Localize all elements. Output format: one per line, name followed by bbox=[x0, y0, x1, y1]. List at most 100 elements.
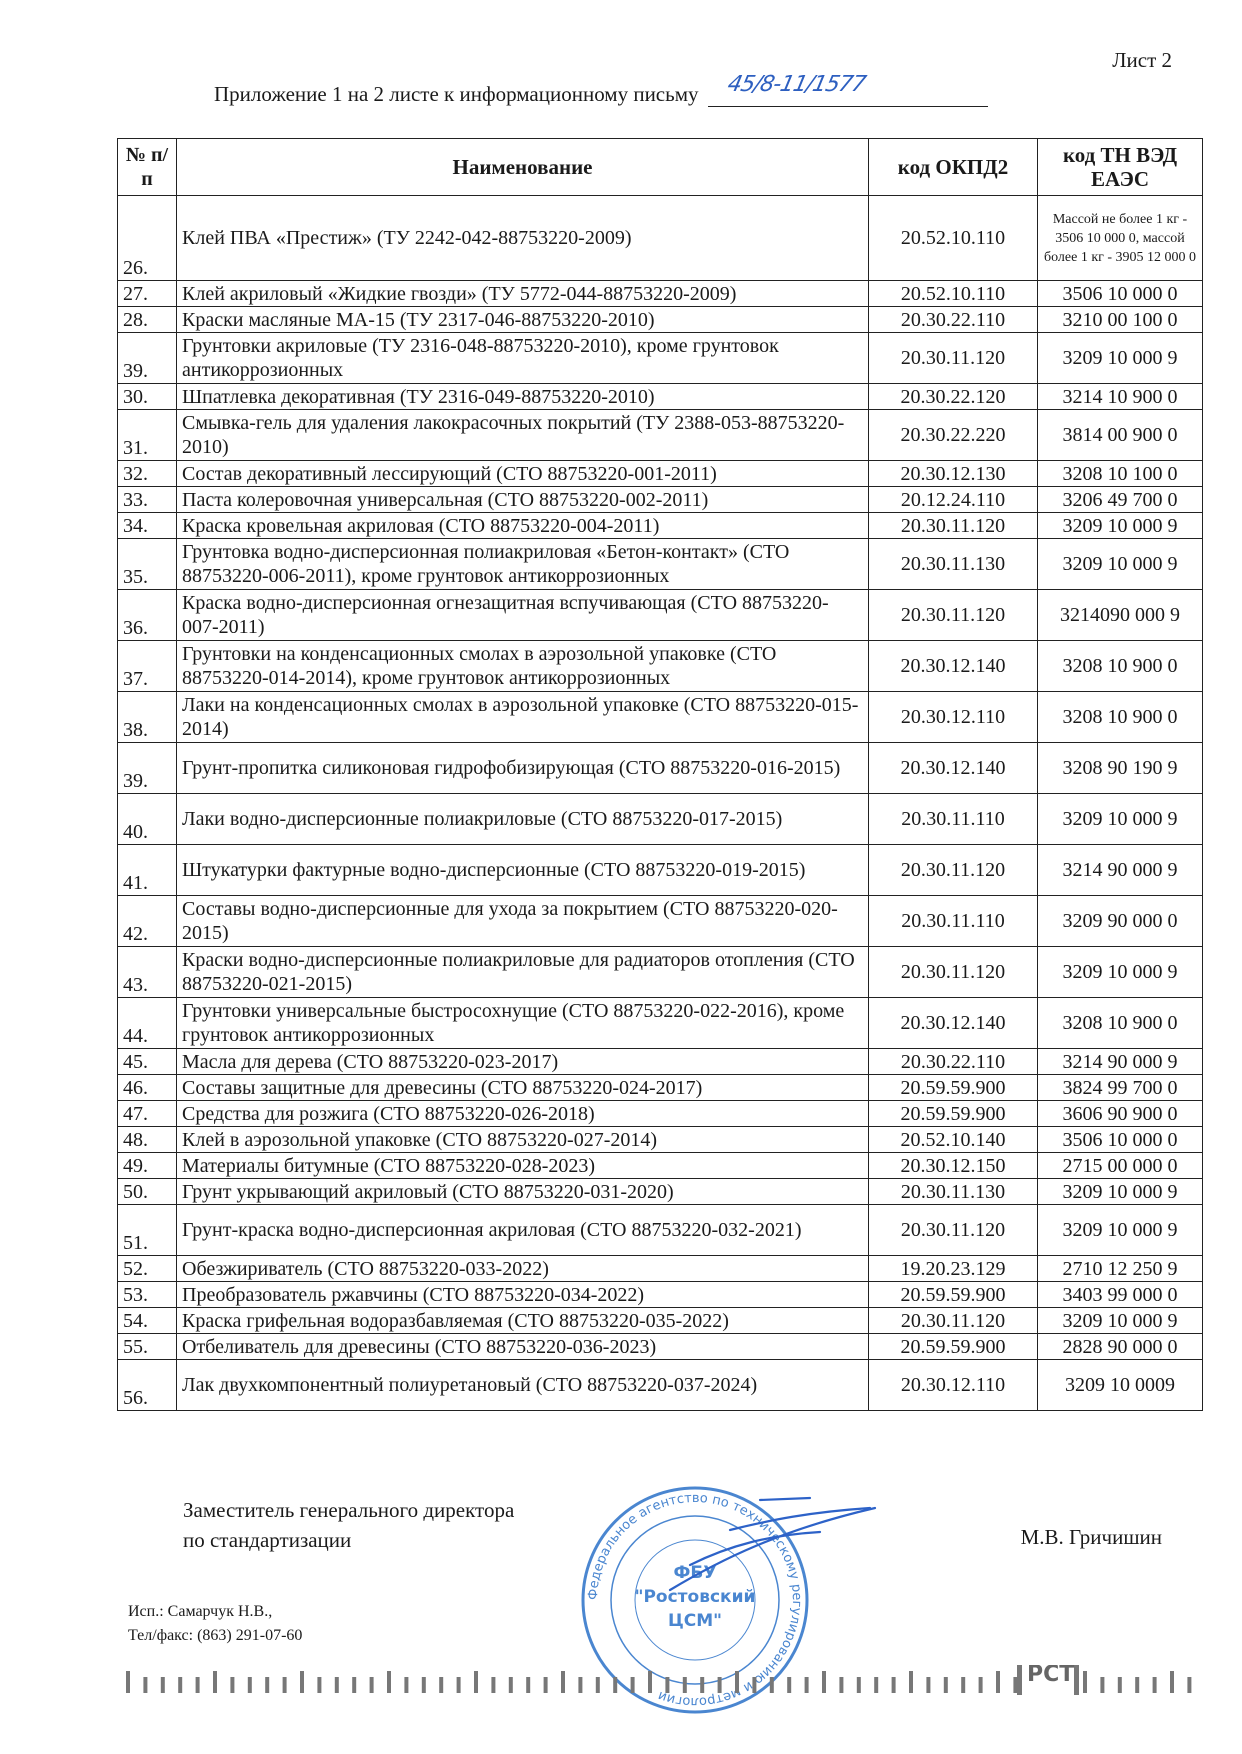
tnved-code: 3210 00 100 0 bbox=[1037, 306, 1203, 333]
product-name: Грунтовка водно-дисперсионная полиакрило… bbox=[176, 538, 869, 590]
tnved-code: 3208 10 900 0 bbox=[1037, 691, 1203, 743]
okpd2-code: 20.59.59.900 bbox=[868, 1281, 1038, 1308]
table-header-row: № п/п Наименование код ОКПД2 код ТН ВЭД … bbox=[117, 138, 1203, 196]
tnved-code: 3208 90 190 9 bbox=[1037, 742, 1203, 794]
products-table: № п/п Наименование код ОКПД2 код ТН ВЭД … bbox=[117, 138, 1203, 1411]
okpd2-code: 20.30.11.120 bbox=[868, 1307, 1038, 1334]
row-number: 33. bbox=[117, 486, 177, 513]
product-name: Клей ПВА «Престиж» (ТУ 2242-042-88753220… bbox=[176, 195, 869, 281]
tnved-code: 3403 99 000 0 bbox=[1037, 1281, 1203, 1308]
ruler-tick bbox=[856, 1677, 861, 1693]
table-row: 27. Клей акриловый «Жидкие гвозди» (ТУ 57… bbox=[117, 280, 1203, 307]
ruler-tick bbox=[804, 1677, 809, 1693]
row-number: 55. bbox=[117, 1333, 177, 1360]
ruler-tick bbox=[561, 1671, 565, 1693]
row-number: 49. bbox=[117, 1152, 177, 1179]
tnved-code: 3209 10 000 9 bbox=[1037, 332, 1203, 384]
okpd2-code: 20.30.12.110 bbox=[868, 691, 1038, 743]
ruler-tick bbox=[178, 1677, 183, 1693]
table-row: 36. Краска водно-дисперсионная огнезащитн… bbox=[117, 589, 1203, 641]
row-number: 28. bbox=[117, 306, 177, 333]
ruler-tick bbox=[352, 1677, 357, 1693]
ruler-tick bbox=[717, 1677, 722, 1693]
ruler-tick bbox=[752, 1677, 757, 1693]
ruler-tick bbox=[126, 1671, 130, 1693]
row-number: 30. bbox=[117, 383, 177, 410]
okpd2-code: 20.30.12.140 bbox=[868, 640, 1038, 692]
table-row: 32. Состав декоративный лессирующий (СТО … bbox=[117, 460, 1203, 487]
executor-name: Исп.: Самарчук Н.В., bbox=[128, 1603, 273, 1620]
product-name: Штукатурки фактурные водно-дисперсионные… bbox=[176, 844, 869, 896]
product-name: Грунт-краска водно-дисперсионная акрилов… bbox=[176, 1204, 869, 1256]
ruler-tick bbox=[282, 1677, 287, 1693]
okpd2-code: 20.59.59.900 bbox=[868, 1074, 1038, 1101]
okpd2-code: 20.30.11.110 bbox=[868, 793, 1038, 845]
okpd2-code: 20.30.11.120 bbox=[868, 332, 1038, 384]
tnved-code: 3214 90 000 9 bbox=[1037, 1048, 1203, 1075]
ruler-tick bbox=[491, 1677, 496, 1693]
row-number: 50. bbox=[117, 1178, 177, 1205]
table-row: 39. Грунтовки акриловые (ТУ 2316-048-8875… bbox=[117, 332, 1203, 384]
table-row: 53. Преобразователь ржавчины (СТО 8875322… bbox=[117, 1281, 1203, 1308]
tnved-code: 3206 49 700 0 bbox=[1037, 486, 1203, 513]
ruler-tick bbox=[595, 1677, 600, 1693]
table-row: 44. Грунтовки универсальные быстросохнущи… bbox=[117, 997, 1203, 1049]
row-number: 45. bbox=[117, 1048, 177, 1075]
footer-ruler-bar: РСТ bbox=[126, 1665, 1192, 1695]
tnved-code: 2710 12 250 9 bbox=[1037, 1255, 1203, 1282]
product-name: Грунтовки акриловые (ТУ 2316-048-8875322… bbox=[176, 332, 869, 384]
ruler-tick bbox=[648, 1671, 652, 1693]
product-name: Клей акриловый «Жидкие гвозди» (ТУ 5772-… bbox=[176, 280, 869, 307]
tnved-code: 3824 99 700 0 bbox=[1037, 1074, 1203, 1101]
okpd2-code: 20.12.24.110 bbox=[868, 486, 1038, 513]
official-stamp: Федеральное агентство по техническому ре… bbox=[581, 1486, 809, 1714]
ruler-tick bbox=[456, 1677, 461, 1693]
okpd2-code: 20.30.22.110 bbox=[868, 306, 1038, 333]
okpd2-code: 20.30.22.120 bbox=[868, 383, 1038, 410]
product-name: Клей в аэрозольной упаковке (СТО 8875322… bbox=[176, 1126, 869, 1153]
table-row: 33. Паста колеровочная универсальная (СТО… bbox=[117, 486, 1203, 513]
tnved-code: 3214090 000 9 bbox=[1037, 589, 1203, 641]
ruler-tick bbox=[1135, 1677, 1140, 1693]
table-row: 56. Лак двухкомпонентный полиуретановый (… bbox=[117, 1359, 1203, 1411]
table-row: 54. Краска грифельная водоразбавляемая (С… bbox=[117, 1307, 1203, 1334]
column-header-okpd2: код ОКПД2 bbox=[868, 138, 1038, 196]
executor-info: Исп.: Самарчук Н.В., Тел/факс: (863) 291… bbox=[128, 1600, 302, 1648]
position-line-1: Заместитель генерального директора bbox=[183, 1498, 515, 1522]
row-number: 31. bbox=[117, 409, 177, 461]
handwritten-letter-number: 45/8-11/1577 bbox=[725, 72, 868, 97]
tnved-code: 3208 10 900 0 bbox=[1037, 640, 1203, 692]
ruler-tick bbox=[439, 1677, 444, 1693]
table-row: 30. Шпатлевка декоративная (ТУ 2316-049-8… bbox=[117, 383, 1203, 410]
ruler-tick bbox=[787, 1677, 792, 1693]
row-number: 43. bbox=[117, 946, 177, 998]
okpd2-code: 20.30.11.130 bbox=[868, 1178, 1038, 1205]
ruler-tick bbox=[943, 1677, 948, 1693]
logo-frame-bar bbox=[1017, 1665, 1022, 1695]
product-name: Краски водно-дисперсионные полиакриловые… bbox=[176, 946, 869, 998]
tnved-code: 3214 90 000 9 bbox=[1037, 844, 1203, 896]
row-number: 38. bbox=[117, 691, 177, 743]
okpd2-code: 20.30.12.130 bbox=[868, 460, 1038, 487]
table-row: 50. Грунт укрывающий акриловый (СТО 88753… bbox=[117, 1178, 1203, 1205]
product-name: Краска кровельная акриловая (СТО 8875322… bbox=[176, 512, 869, 539]
table-row: 46. Составы защитные для древесины (СТО 8… bbox=[117, 1074, 1203, 1101]
ruler-tick bbox=[543, 1677, 548, 1693]
row-number: 52. bbox=[117, 1255, 177, 1282]
table-row: 31. Смывка-гель для удаления лакокрасочны… bbox=[117, 409, 1203, 461]
okpd2-code: 20.30.11.120 bbox=[868, 1204, 1038, 1256]
table-row: 39. Грунт-пропитка силиконовая гидрофобиз… bbox=[117, 742, 1203, 794]
table-row: 34. Краска кровельная акриловая (СТО 8875… bbox=[117, 512, 1203, 539]
okpd2-code: 20.30.12.140 bbox=[868, 997, 1038, 1049]
ruler-tick bbox=[682, 1677, 687, 1693]
letter-number-line: 45/8-11/1577 bbox=[707, 72, 988, 107]
table-row: 26. Клей ПВА «Престиж» (ТУ 2242-042-88753… bbox=[117, 195, 1203, 281]
okpd2-code: 20.30.11.120 bbox=[868, 512, 1038, 539]
row-number: 35. bbox=[117, 538, 177, 590]
tnved-code: 3209 10 000 9 bbox=[1037, 946, 1203, 998]
okpd2-code: 20.30.11.130 bbox=[868, 538, 1038, 590]
table-row: 48. Клей в аэрозольной упаковке (СТО 8875… bbox=[117, 1126, 1203, 1153]
product-name: Лаки на конденсационных смолах в аэрозол… bbox=[176, 691, 869, 743]
ruler-tick bbox=[404, 1677, 409, 1693]
table-row: 47. Средства для розжига (СТО 88753220-02… bbox=[117, 1100, 1203, 1127]
